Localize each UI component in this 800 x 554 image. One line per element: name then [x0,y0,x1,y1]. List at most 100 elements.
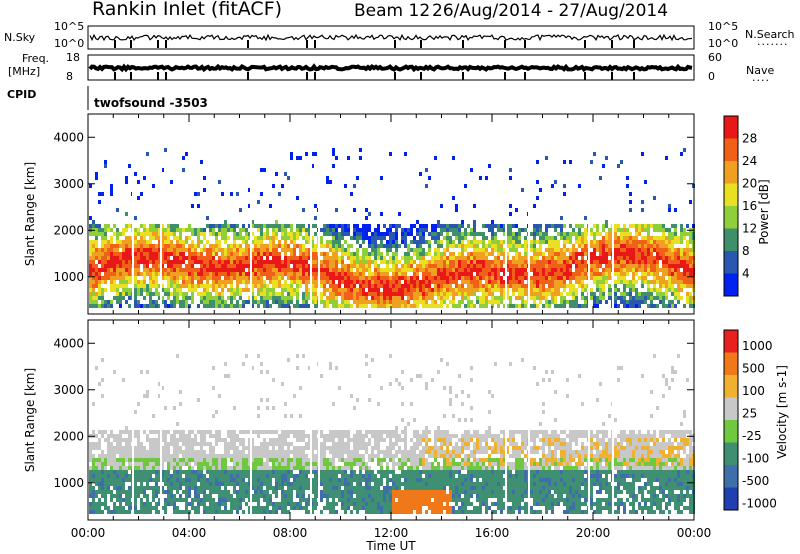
power-cell [671,276,674,280]
power-cell [203,276,206,280]
power-cell [302,292,305,296]
velocity-cell [113,470,116,474]
power-cell [134,248,137,252]
power-cell [116,300,119,304]
power-cell [671,288,674,292]
power-cell [500,300,503,304]
power-cell [143,264,146,268]
velocity-cell [140,474,143,478]
power-cell [197,276,200,280]
power-cell [149,224,152,228]
power-cell [689,296,692,300]
velocity-cell [227,450,230,454]
power-cell [332,284,335,288]
velocity-cell [239,454,242,458]
power-cell [281,236,284,240]
velocity-cell [206,482,209,486]
power-cell [530,284,533,288]
power-cell [425,296,428,300]
velocity-cell [179,462,182,466]
power-cell [278,264,281,268]
power-cell [488,244,491,248]
power-cell [542,296,545,300]
velocity-cell [236,506,239,510]
power-cell [128,292,131,296]
power-cell [299,232,302,236]
power-cell [458,276,461,280]
power-cell [539,288,542,292]
velocity-cell [149,438,152,442]
power-cell [323,276,326,280]
power-cell [551,240,554,244]
power-cell [170,280,173,284]
power-cell [185,276,188,280]
power-cell [272,284,275,288]
power-cell [221,268,224,272]
power-cell [635,272,638,276]
velocity-cell [182,450,185,454]
velocity-cell [185,462,188,466]
power-cell [377,284,380,288]
velocity-cell [185,450,188,454]
power-cell [647,248,650,252]
power-cell [356,232,359,236]
power-cell [401,264,404,268]
power-cell [212,232,215,236]
power-cell [269,248,272,252]
power-cell [272,280,275,284]
power-cell [401,292,404,296]
velocity-cell [137,454,140,458]
velocity-cell [254,510,257,514]
power-cell [236,232,239,236]
power-cell [203,292,206,296]
power-cell [179,232,182,236]
velocity-cell [254,458,257,462]
power-cell [431,300,434,304]
power-cell [401,272,404,276]
power-cell [533,244,536,248]
power-cell [332,292,335,296]
power-cell [512,256,515,260]
power-cell [449,280,452,284]
velocity-cell [224,478,227,482]
power-cell [614,272,617,276]
velocity-cell [218,430,221,434]
power-cell [329,240,332,244]
power-cell [419,264,422,268]
power-cell [356,292,359,296]
power-cell [92,264,95,268]
velocity-cell [251,438,254,442]
power-cell [380,212,383,216]
power-cell [473,228,476,232]
power-cell [380,304,383,308]
power-cell [629,224,632,228]
power-cell [494,260,497,264]
velocity-cell [152,438,155,442]
power-cell [503,284,506,288]
power-cell [614,260,617,264]
power-cell [332,164,335,168]
velocity-cell [257,458,260,462]
velocity-cell [209,494,212,498]
power-cell [629,252,632,256]
velocity-cell [104,482,107,486]
power-cell [125,276,128,280]
power-cell [509,276,512,280]
power-cell [668,256,671,260]
velocity-cell [134,474,137,478]
velocity-cell [95,466,98,470]
power-cell [581,304,584,308]
power-cell [647,240,650,244]
power-cell [293,264,296,268]
power-cell [185,280,188,284]
power-cell [134,260,137,264]
power-cell [284,256,287,260]
power-cell [413,236,416,240]
power-cell [335,268,338,272]
velocity-cell [191,502,194,506]
power-cell [287,248,290,252]
power-cell [572,260,575,264]
power-cell [383,260,386,264]
power-cell [350,256,353,260]
power-cell [137,264,140,268]
